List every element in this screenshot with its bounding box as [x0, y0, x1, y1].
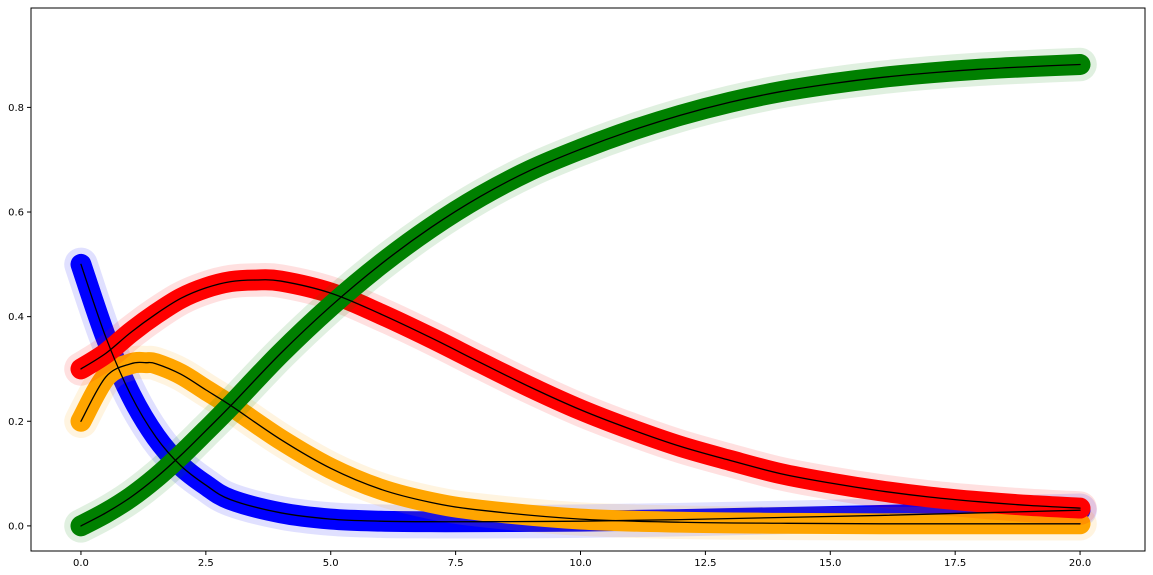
- x-tick-label-2: 5.0: [323, 558, 339, 569]
- y-tick-label-0: 0.0: [8, 521, 24, 532]
- x-axis-ticks: 0.0 2.5 5.0 7.5 10.0 12.5 15.0 17.5 20.0: [73, 551, 1091, 569]
- x-tick-label-8: 20.0: [1069, 558, 1091, 569]
- y-tick-label-3: 0.6: [8, 208, 24, 219]
- plot-frame: [30, 7, 1146, 552]
- x-tick-label-4: 10.0: [569, 558, 591, 569]
- x-tick-label-3: 7.5: [448, 558, 464, 569]
- series-mean-line-2: [80, 279, 1081, 509]
- y-axis-ticks: 0.0 0.2 0.4 0.6 0.8: [8, 103, 31, 532]
- x-tick-label-0: 0.0: [73, 558, 89, 569]
- y-tick-label-1: 0.2: [8, 417, 24, 428]
- y-tick-label-2: 0.4: [8, 312, 24, 323]
- series-mean-line-1: [80, 361, 1081, 525]
- x-tick-label-6: 15.0: [819, 558, 841, 569]
- y-tick-label-4: 0.8: [8, 103, 24, 114]
- x-tick-label-1: 2.5: [198, 558, 214, 569]
- x-tick-label-7: 17.5: [944, 558, 966, 569]
- mean-lines: [80, 63, 1081, 527]
- x-tick-label-5: 12.5: [694, 558, 716, 569]
- series-mean-line-0: [80, 263, 1081, 523]
- series-mean-line-3: [80, 63, 1081, 527]
